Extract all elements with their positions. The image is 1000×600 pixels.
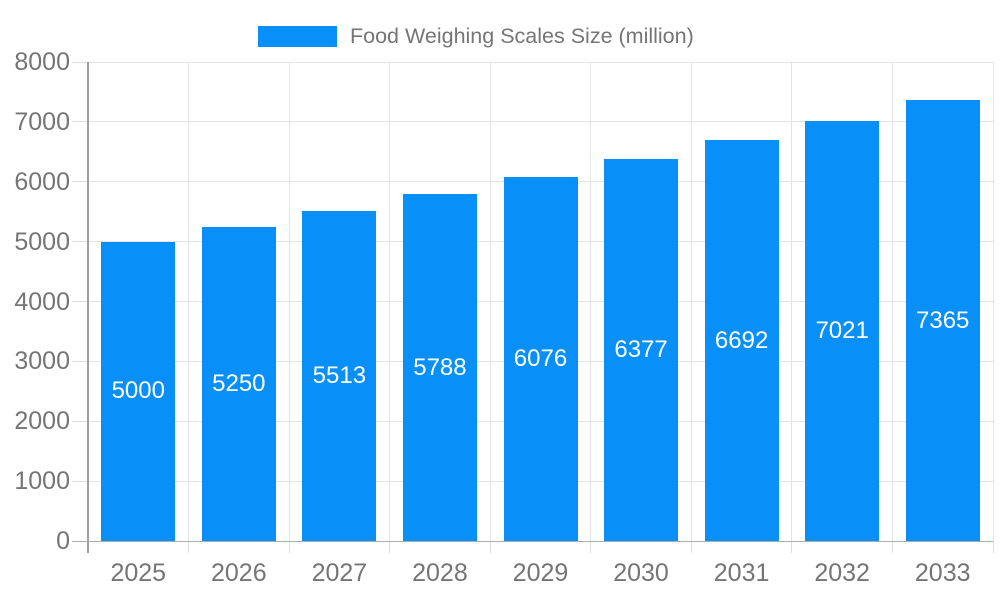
bar-2027 bbox=[302, 210, 377, 541]
bar-2030 bbox=[604, 159, 679, 541]
y-tick-label: 5000 bbox=[14, 227, 70, 256]
bar-value-label: 6076 bbox=[513, 345, 568, 373]
bar-2033 bbox=[905, 100, 980, 541]
y-tick-label: 4000 bbox=[14, 287, 70, 316]
y-axis-line bbox=[87, 62, 89, 553]
y-axis-tick bbox=[72, 420, 88, 422]
gridline-vertical bbox=[891, 62, 893, 541]
legend-swatch[interactable] bbox=[258, 26, 337, 47]
x-axis-tick bbox=[690, 541, 692, 553]
y-tick-label: 3000 bbox=[14, 347, 70, 376]
x-tick-label: 2026 bbox=[211, 559, 267, 587]
gridline-vertical bbox=[188, 62, 190, 541]
gridline-vertical bbox=[791, 62, 793, 541]
x-axis-tick bbox=[992, 541, 994, 553]
x-tick-label: 2031 bbox=[713, 559, 770, 587]
x-axis-tick bbox=[389, 541, 391, 553]
y-tick-label: 7000 bbox=[14, 107, 70, 136]
x-tick-label: 2032 bbox=[814, 559, 870, 587]
x-axis-tick bbox=[288, 541, 290, 553]
bar-value-label: 7365 bbox=[916, 306, 970, 334]
bar-value-label: 5000 bbox=[111, 377, 165, 405]
x-axis-line bbox=[72, 540, 993, 542]
legend-label[interactable]: Food Weighing Scales Size (million) bbox=[350, 24, 694, 48]
bar-2029 bbox=[503, 177, 578, 541]
y-axis-tick bbox=[72, 181, 88, 183]
x-tick-label: 2033 bbox=[914, 559, 971, 587]
bar-value-label: 5250 bbox=[212, 369, 266, 397]
y-tick-label: 0 bbox=[56, 527, 70, 555]
y-tick-label: 8000 bbox=[14, 48, 70, 76]
bar-value-label: 5513 bbox=[312, 361, 367, 389]
x-axis-tick bbox=[188, 541, 190, 553]
y-axis-tick bbox=[72, 121, 88, 123]
y-axis-tick bbox=[72, 301, 88, 302]
bar-2028 bbox=[402, 194, 477, 541]
y-tick-label: 1000 bbox=[14, 467, 70, 496]
y-axis-tick bbox=[72, 480, 88, 482]
gridline-vertical bbox=[992, 62, 994, 541]
bar-2026 bbox=[201, 226, 276, 541]
x-axis-tick bbox=[891, 541, 893, 553]
x-tick-label: 2025 bbox=[110, 559, 167, 587]
x-tick-label: 2028 bbox=[412, 559, 468, 587]
gridline-vertical bbox=[389, 62, 391, 541]
y-tick-label: 6000 bbox=[14, 167, 70, 196]
x-tick-label: 2030 bbox=[613, 559, 669, 587]
gridline-horizontal bbox=[88, 121, 993, 123]
gridline-vertical bbox=[489, 62, 491, 541]
gridline-vertical bbox=[690, 62, 692, 541]
y-axis-tick bbox=[72, 241, 88, 243]
bar-value-label: 6377 bbox=[614, 336, 668, 364]
x-axis-tick bbox=[791, 541, 793, 553]
x-axis-tick bbox=[489, 541, 491, 553]
gridline-vertical bbox=[590, 62, 592, 541]
bar-value-label: 5788 bbox=[413, 353, 467, 381]
gridline-vertical bbox=[288, 62, 290, 541]
y-axis-tick bbox=[72, 61, 88, 63]
y-tick-label: 2000 bbox=[14, 407, 70, 436]
bar-2031 bbox=[704, 140, 779, 541]
bar-2025 bbox=[101, 241, 176, 541]
gridline-horizontal bbox=[88, 61, 993, 63]
bar-value-label: 6692 bbox=[714, 326, 769, 354]
x-tick-label: 2029 bbox=[512, 559, 569, 587]
y-axis-tick bbox=[72, 360, 88, 362]
bar-value-label: 7021 bbox=[815, 316, 869, 344]
x-axis-tick bbox=[590, 541, 592, 553]
bar-2032 bbox=[805, 120, 880, 541]
x-tick-label: 2027 bbox=[311, 559, 368, 587]
